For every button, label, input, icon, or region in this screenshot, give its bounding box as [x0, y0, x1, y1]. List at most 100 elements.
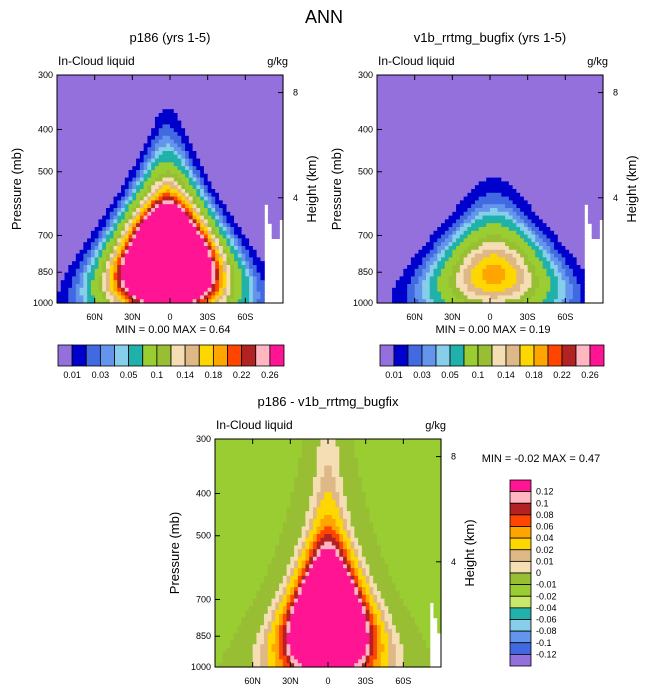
- contour-cell: [72, 238, 77, 243]
- contour-cell: [425, 124, 431, 129]
- contour-cell: [200, 113, 205, 118]
- contour-cell: [185, 227, 190, 232]
- contour-cell: [151, 177, 156, 182]
- contour-cell: [218, 219, 224, 224]
- contour-cell: [90, 97, 96, 103]
- contour-cell: [105, 143, 111, 148]
- contour-cell: [173, 177, 179, 182]
- contour-cell: [139, 276, 145, 281]
- contour-cell: [102, 109, 107, 114]
- contour-cell: [237, 151, 243, 156]
- contour-cell: [68, 147, 73, 152]
- contour-cell: [403, 78, 408, 84]
- contour-cell: [105, 185, 111, 190]
- contour-cell: [90, 166, 96, 171]
- contour-cell: [105, 253, 111, 258]
- contour-cell: [117, 120, 122, 125]
- contour-cell: [599, 75, 604, 80]
- contour-cell: [170, 162, 175, 167]
- contour-cell: [388, 78, 393, 84]
- contour-cell: [486, 143, 491, 148]
- contour-cell: [572, 109, 578, 114]
- contour-cell: [245, 158, 250, 163]
- contour-cell: [192, 154, 197, 160]
- contour-cell: [166, 265, 171, 270]
- contour-cell: [271, 192, 277, 198]
- contour-cell: [260, 162, 265, 167]
- contour-cell: [234, 284, 239, 289]
- contour-cell: [94, 249, 100, 255]
- contour-cell: [75, 196, 81, 201]
- contour-cell: [200, 272, 205, 277]
- contour-cell: [139, 75, 145, 80]
- contour-cell: [580, 97, 585, 103]
- contour-cell: [75, 234, 81, 239]
- contour-cell: [523, 116, 529, 122]
- contour-cell: [181, 170, 186, 175]
- contour-cell: [136, 177, 141, 182]
- contour-cell: [136, 120, 141, 125]
- contour-cell: [57, 215, 62, 220]
- contour-cell: [188, 78, 194, 84]
- contour-cell: [418, 147, 423, 152]
- contour-cell: [264, 192, 269, 198]
- contour-cell: [215, 105, 220, 110]
- contour-cell: [482, 124, 487, 129]
- contour-cell: [94, 101, 100, 106]
- contour-cell: [410, 75, 416, 80]
- contour-cell: [249, 284, 254, 289]
- contour-cell: [72, 90, 77, 95]
- contour-cell: [75, 82, 81, 87]
- contour-cell: [192, 257, 197, 262]
- contour-cell: [170, 78, 175, 84]
- contour-cell: [177, 208, 182, 213]
- contour-cell: [501, 90, 506, 95]
- contour-cell: [538, 132, 544, 137]
- contour-cell: [188, 181, 194, 186]
- contour-cell: [576, 105, 581, 110]
- contour-cell: [463, 128, 468, 133]
- contour-cell: [407, 90, 412, 95]
- contour-cell: [230, 284, 235, 289]
- contour-cell: [196, 116, 201, 122]
- contour-cell: [569, 124, 574, 129]
- contour-cell: [102, 284, 107, 289]
- contour-cell: [83, 94, 88, 99]
- contour-cell: [211, 276, 216, 281]
- contour-cell: [482, 105, 487, 110]
- contour-cell: [79, 219, 84, 224]
- contour-cell: [128, 151, 133, 156]
- contour-cell: [572, 147, 578, 152]
- contour-cell: [166, 170, 171, 175]
- contour-cell: [516, 86, 521, 91]
- contour-cell: [215, 215, 220, 220]
- contour-cell: [433, 109, 438, 114]
- contour-cell: [218, 196, 224, 201]
- contour-cell: [132, 97, 137, 103]
- contour-cell: [162, 200, 167, 205]
- contour-cell: [230, 272, 235, 277]
- contour-cell: [260, 249, 265, 255]
- contour-cell: [203, 101, 209, 106]
- contour-cell: [196, 249, 201, 255]
- contour-cell: [83, 105, 88, 110]
- contour-cell: [136, 299, 141, 304]
- contour-cell: [512, 143, 517, 148]
- contour-cell: [249, 147, 254, 152]
- contour-cell: [237, 246, 243, 251]
- contour-cell: [203, 200, 209, 205]
- contour-cell: [158, 181, 164, 186]
- contour-cell: [252, 276, 258, 281]
- contour-cell: [75, 211, 81, 217]
- contour-cell: [139, 128, 145, 133]
- contour-cell: [203, 162, 209, 167]
- contour-cell: [474, 120, 480, 125]
- contour-cell: [109, 151, 115, 156]
- contour-cell: [249, 280, 254, 285]
- contour-cell: [546, 128, 551, 133]
- contour-cell: [271, 173, 277, 179]
- contour-cell: [595, 113, 600, 118]
- contour-cell: [203, 128, 209, 133]
- contour-cell: [437, 124, 442, 129]
- contour-cell: [452, 105, 457, 110]
